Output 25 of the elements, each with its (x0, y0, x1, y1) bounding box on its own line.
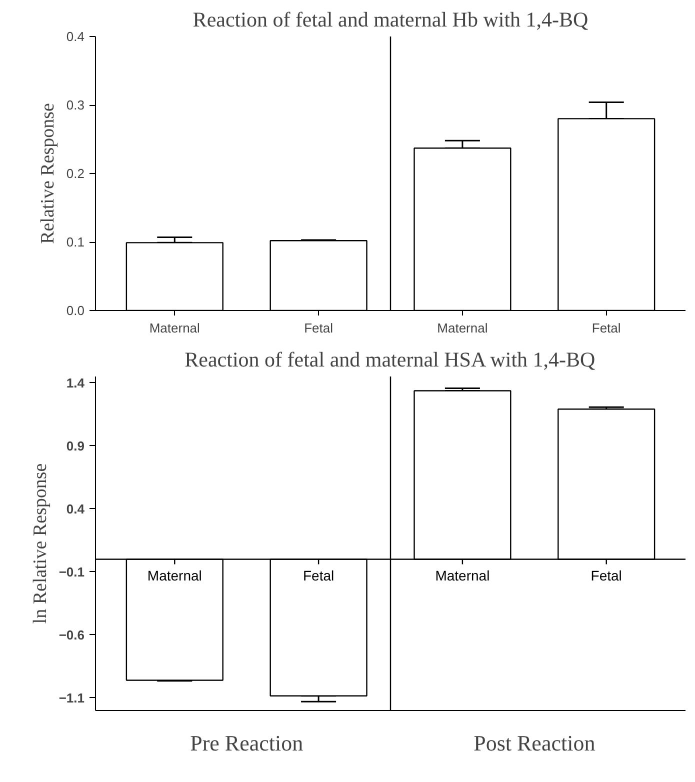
x-tick-label: Fetal (590, 568, 622, 584)
x-tick-label: Maternal (437, 320, 488, 336)
text: Post Reaction (474, 730, 596, 756)
y-axis-title: Relative Response (37, 103, 58, 244)
x-tick-label: Maternal (147, 568, 202, 584)
x-tick-label: Maternal (435, 568, 490, 584)
y-tick-label: −0.6 (58, 627, 85, 642)
y-tick-label: 1.4 (66, 375, 86, 390)
chart-title: Reaction of fetal and maternal HSA with 1,4-BQ (184, 348, 596, 372)
chart-title: Reaction of fetal and maternal Hb with 1,4-BQ (192, 8, 588, 32)
x-tick-label: Fetal (302, 568, 334, 584)
text: Pre Reaction (190, 730, 304, 756)
y-tick-label: 0.3 (66, 98, 85, 112)
y-tick-label: −1.1 (58, 690, 85, 706)
y-tick-label: 0.2 (66, 166, 85, 181)
y-axis-title: ln Relative Response (30, 463, 51, 624)
x-tick-label: Fetal (592, 320, 621, 336)
y-tick-label: 0.4 (66, 29, 85, 44)
x-tick-label: Maternal (149, 320, 200, 336)
y-tick-label: −0.1 (58, 564, 85, 580)
y-tick-label: 0.4 (66, 501, 86, 516)
y-tick-label: 0.9 (66, 438, 85, 454)
y-tick-label: 0.0 (66, 303, 85, 318)
y-tick-label: 0.1 (66, 234, 85, 250)
x-tick-label: Fetal (304, 320, 334, 336)
